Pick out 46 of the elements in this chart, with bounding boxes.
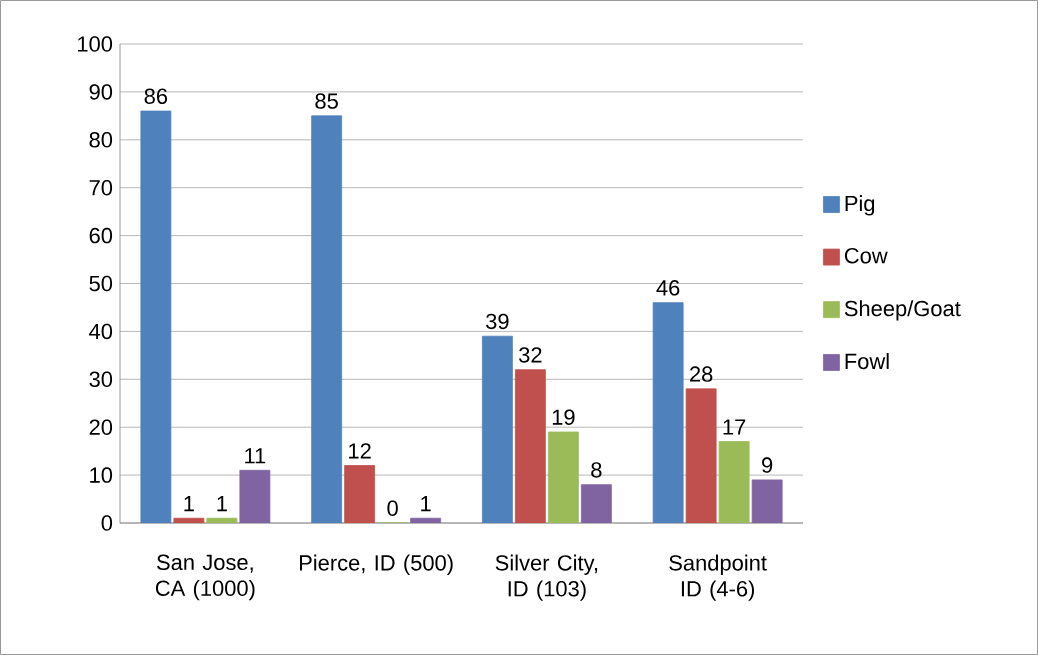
data-label: 1 bbox=[217, 496, 227, 512]
bar bbox=[718, 441, 750, 523]
bar bbox=[206, 517, 238, 523]
data-label: 1 bbox=[184, 496, 194, 512]
data-label: 11 bbox=[245, 448, 266, 464]
data-label: 17 bbox=[723, 419, 746, 435]
bar bbox=[140, 110, 172, 523]
bar bbox=[685, 388, 717, 523]
y-tick-label: 90 bbox=[89, 84, 113, 100]
bar bbox=[652, 302, 684, 523]
x-tick-label: Silver City, ID (103) bbox=[495, 554, 598, 601]
y-tick-label: 10 bbox=[90, 467, 113, 483]
data-label: 46 bbox=[656, 280, 680, 296]
data-label: 19 bbox=[552, 409, 575, 425]
data-label: 85 bbox=[315, 93, 338, 109]
legend-label: Fowl bbox=[845, 353, 889, 370]
y-tick-label: 0 bbox=[101, 515, 113, 531]
y-tick-label: 40 bbox=[89, 323, 113, 340]
data-label: 12 bbox=[349, 443, 371, 459]
x-tick-label: Pierce, ID (500) bbox=[299, 554, 453, 575]
bar bbox=[514, 369, 546, 523]
y-tick-label: 20 bbox=[89, 419, 113, 435]
legend-label: Sheep/Goat bbox=[844, 300, 961, 321]
data-label: 9 bbox=[762, 457, 773, 473]
y-tick-label: 30 bbox=[89, 371, 113, 388]
data-label: 8 bbox=[591, 462, 602, 478]
data-label: 28 bbox=[690, 366, 713, 382]
x-tick-label: Sandpoint ID (4-6) bbox=[669, 554, 767, 601]
bar bbox=[547, 431, 579, 523]
legend-label: Pig bbox=[845, 195, 875, 216]
data-label: 0 bbox=[387, 500, 398, 516]
bar bbox=[481, 335, 513, 523]
data-label: 86 bbox=[144, 88, 168, 105]
y-tick-label: 70 bbox=[89, 179, 113, 196]
data-label: 39 bbox=[486, 313, 509, 330]
y-tick-label: 80 bbox=[89, 132, 113, 148]
y-tick-label: 60 bbox=[89, 227, 113, 244]
y-tick-label: 100 bbox=[78, 36, 113, 52]
data-label: 32 bbox=[519, 347, 542, 363]
bar bbox=[344, 465, 376, 523]
y-tick-label: 50 bbox=[89, 275, 113, 292]
data-label: 1 bbox=[421, 496, 431, 512]
x-tick-label: San Jose, CA (1000) bbox=[155, 554, 255, 601]
bar bbox=[311, 115, 343, 523]
legend-label: Cow bbox=[844, 247, 888, 264]
bar bbox=[173, 517, 205, 523]
